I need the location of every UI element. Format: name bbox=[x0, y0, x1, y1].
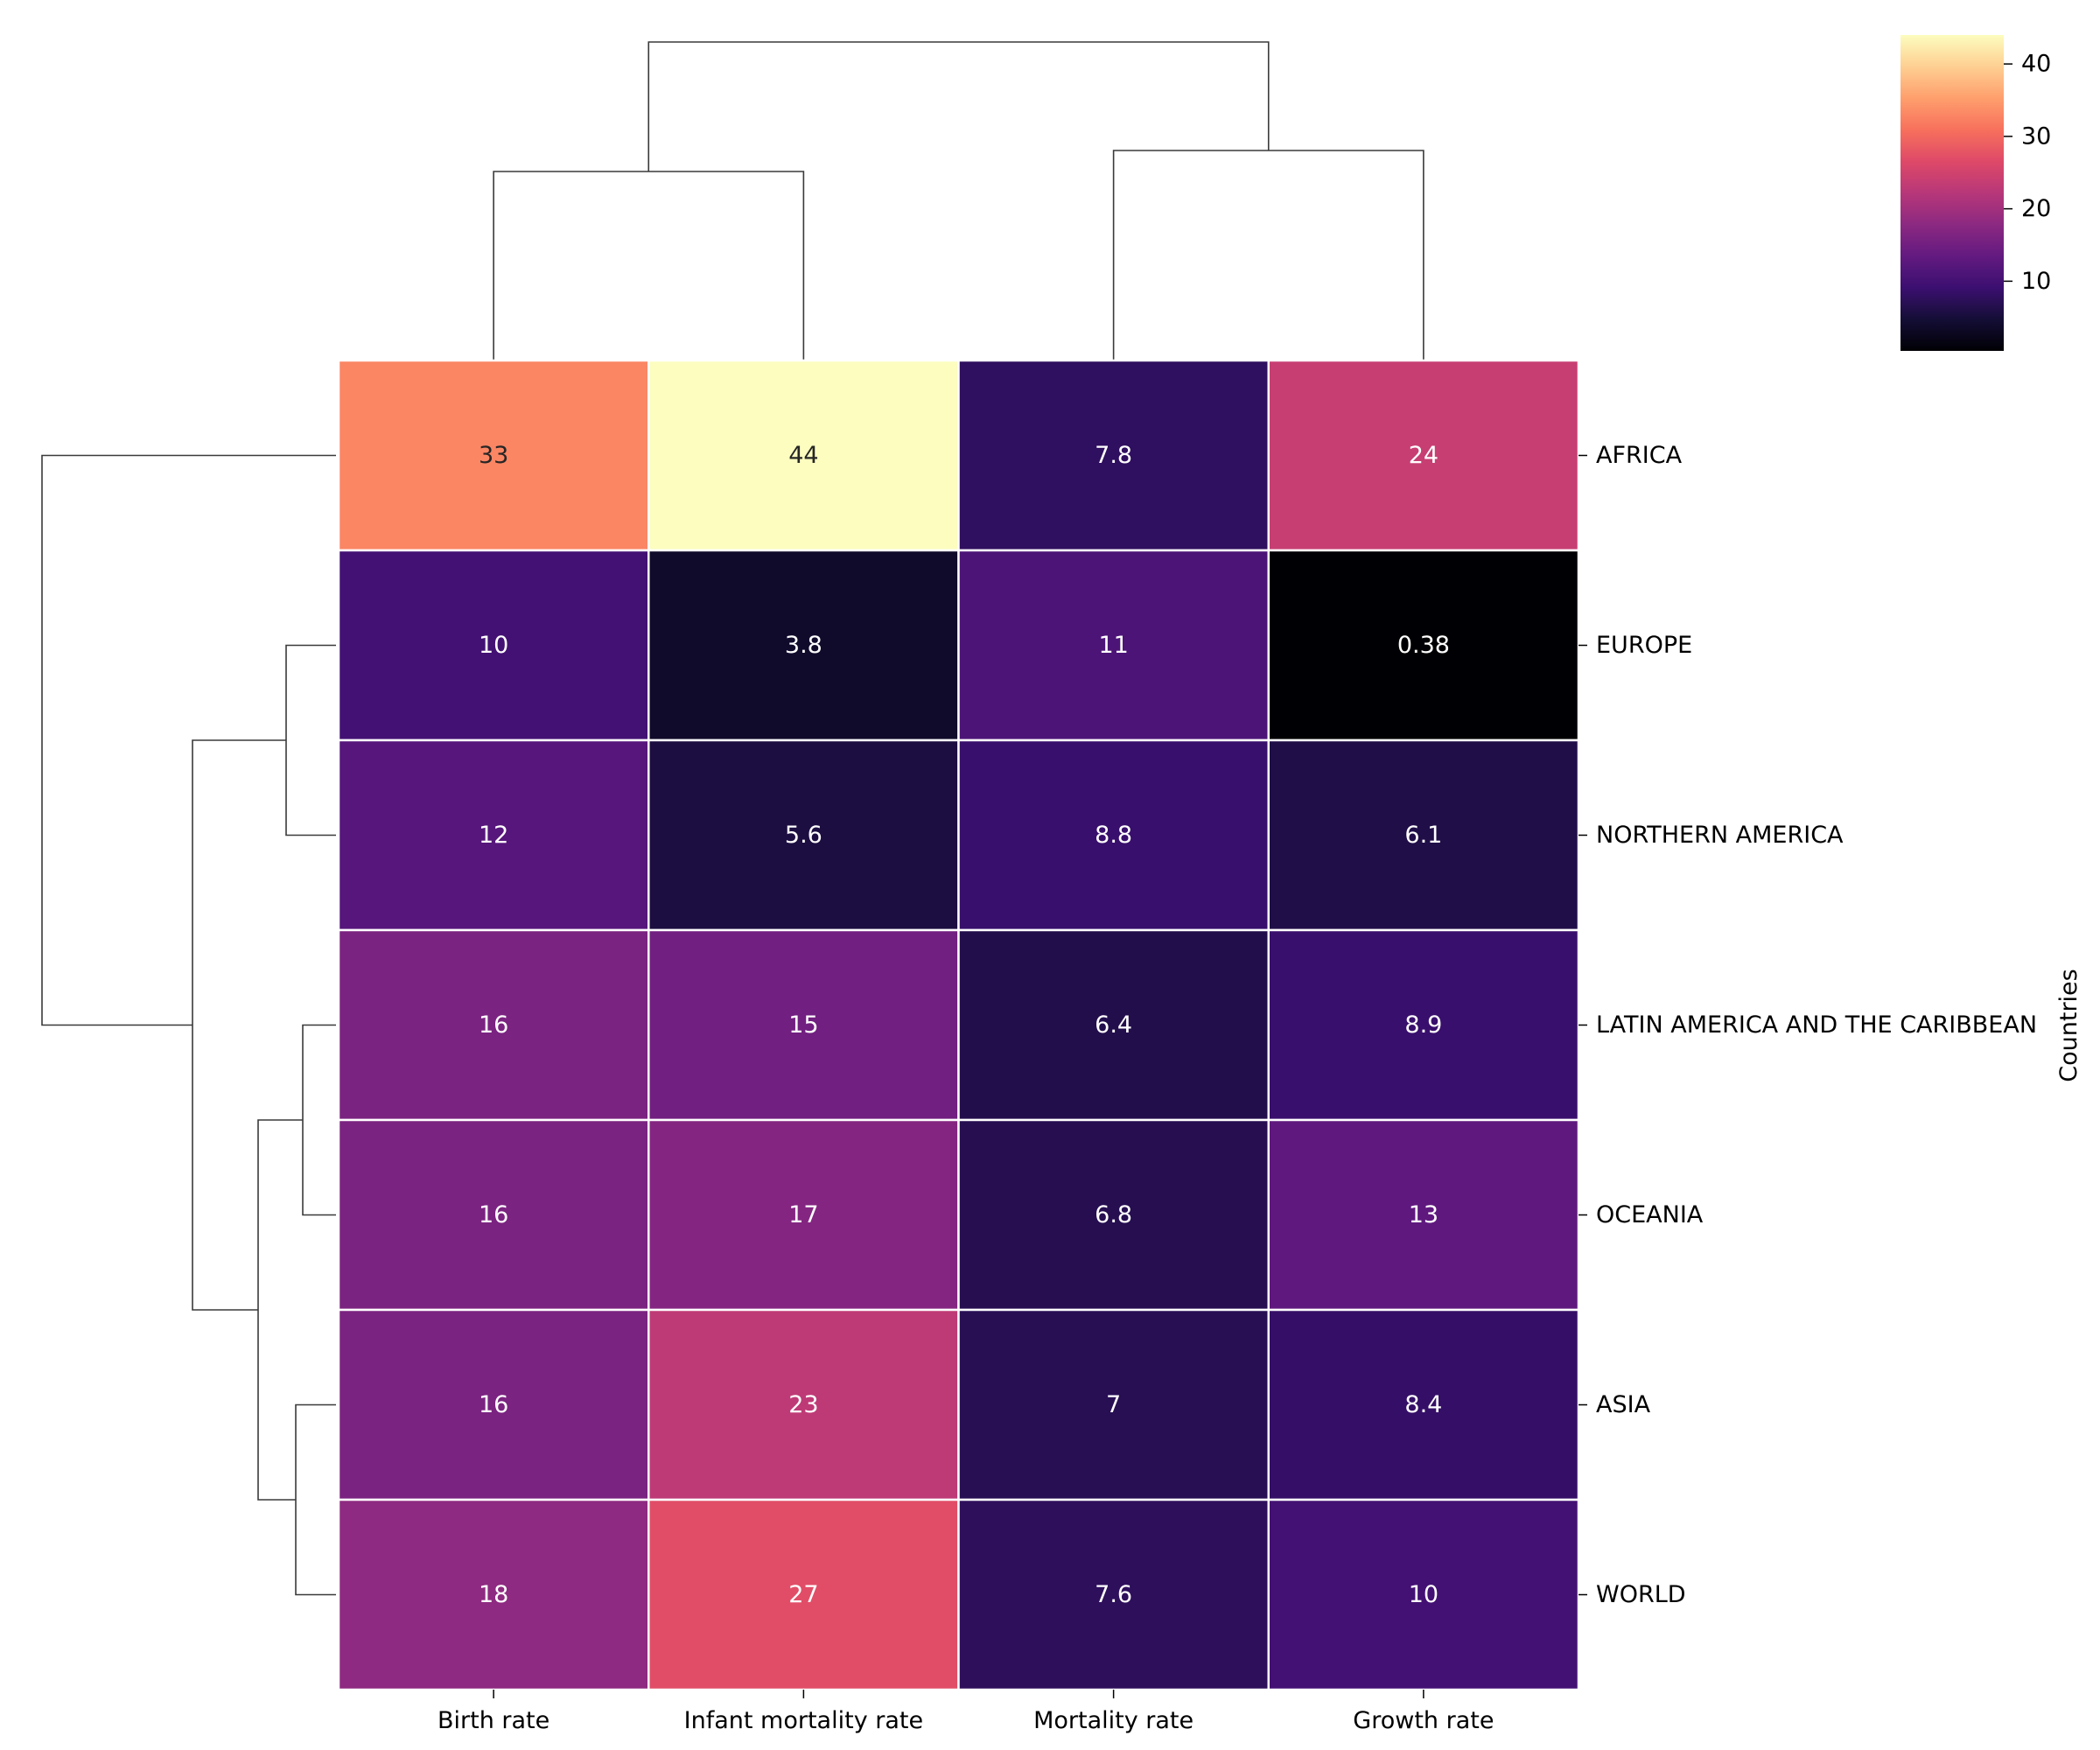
heatmap-cell-world-infant-mortality-rate bbox=[648, 1498, 960, 1691]
row-dendrogram-link bbox=[41, 454, 336, 1026]
colorbar-tick-label: 30 bbox=[2021, 122, 2051, 150]
y-axis-label: Countries bbox=[2055, 969, 2082, 1082]
cell-value-label: 10 bbox=[1409, 1581, 1438, 1608]
cell-value-label: 6.1 bbox=[1404, 822, 1442, 849]
heatmap-cell-world-mortality-rate bbox=[957, 1498, 1270, 1691]
column-dendrogram-link bbox=[493, 171, 805, 360]
x-tick-label-mortality-rate: Mortality rate bbox=[1033, 1707, 1194, 1734]
heatmap-cell-world-growth-rate bbox=[1267, 1498, 1580, 1691]
row-dendrogram-link bbox=[295, 1404, 336, 1596]
cell-value-label: 10 bbox=[479, 632, 508, 659]
column-dendrogram bbox=[493, 41, 1424, 360]
heatmap-cell-europe-growth-rate bbox=[1267, 549, 1580, 742]
column-dendrogram-link bbox=[1112, 150, 1424, 360]
y-tick-label-world: WORLD bbox=[1596, 1581, 1686, 1608]
heatmap-cell-latin-america-and-the-caribbean-infant-mortality-rate bbox=[648, 928, 960, 1122]
row-dendrogram-link bbox=[285, 644, 336, 836]
heatmap-grid: 33 44 7.8 24 10 3.8 11 0.38 12 5.6 8.8 6.1 16 15 6.4 8.… bbox=[337, 359, 1580, 1691]
column-dendrogram-link bbox=[648, 41, 1270, 172]
y-tick-label-latin-america-and-the-caribbean: LATIN AMERICA AND THE CARIBBEAN bbox=[1596, 1012, 2037, 1039]
heatmap-cell-northern-america-growth-rate bbox=[1267, 738, 1580, 932]
cell-value-label: 24 bbox=[1409, 442, 1438, 469]
cell-value-label: 6.4 bbox=[1095, 1012, 1132, 1039]
cell-value-label: 8.9 bbox=[1404, 1012, 1442, 1039]
x-tick-label-birth-rate: Birth rate bbox=[438, 1707, 550, 1734]
colorbar-tick-label: 40 bbox=[2021, 51, 2051, 78]
row-dendrogram bbox=[41, 454, 336, 1596]
cell-value-label: 44 bbox=[788, 442, 818, 469]
cell-value-label: 16 bbox=[479, 1201, 508, 1228]
heatmap-cell-northern-america-birth-rate bbox=[337, 738, 650, 932]
x-axis-ticks: Birth rate Infant mortality rate Mortality… bbox=[438, 1690, 1494, 1734]
cell-value-label: 27 bbox=[788, 1581, 818, 1608]
cell-value-label: 16 bbox=[479, 1391, 508, 1418]
x-tick-label-growth-rate: Growth rate bbox=[1353, 1707, 1494, 1734]
cell-value-label: 8.4 bbox=[1404, 1391, 1442, 1418]
heatmap-cell-world-birth-rate bbox=[337, 1498, 650, 1691]
cell-value-label: 3.8 bbox=[785, 632, 822, 659]
heatmap-cell-africa-infant-mortality-rate bbox=[648, 359, 960, 552]
x-tick-label-infant-mortality-rate: Infant mortality rate bbox=[684, 1707, 923, 1734]
heatmap-cell-oceania-mortality-rate bbox=[957, 1118, 1270, 1312]
cell-value-label: 0.38 bbox=[1397, 632, 1450, 659]
heatmap-cell-asia-infant-mortality-rate bbox=[648, 1308, 960, 1502]
y-tick-label-africa: AFRICA bbox=[1596, 442, 1683, 469]
cell-value-label: 18 bbox=[479, 1581, 508, 1608]
cell-value-label: 5.6 bbox=[785, 822, 822, 849]
heatmap-cell-northern-america-mortality-rate bbox=[957, 738, 1270, 932]
cell-value-label: 11 bbox=[1098, 632, 1128, 659]
colorbar-tick-label: 20 bbox=[2021, 195, 2051, 222]
cell-value-label: 6.8 bbox=[1095, 1201, 1132, 1228]
heatmap-cell-europe-infant-mortality-rate bbox=[648, 549, 960, 742]
colorbar-tick-label: 10 bbox=[2021, 268, 2051, 295]
cell-value-label: 13 bbox=[1409, 1201, 1438, 1228]
heatmap-cell-asia-growth-rate bbox=[1267, 1308, 1580, 1502]
y-tick-label-asia: ASIA bbox=[1596, 1391, 1651, 1418]
colorbar: 10 20 30 40 bbox=[1900, 35, 2051, 351]
cell-value-label: 15 bbox=[788, 1012, 818, 1039]
y-tick-label-oceania: OCEANIA bbox=[1596, 1201, 1704, 1228]
heatmap-cell-latin-america-and-the-caribbean-birth-rate bbox=[337, 928, 650, 1122]
heatmap-cell-northern-america-infant-mortality-rate bbox=[648, 738, 960, 932]
y-tick-label-northern-america: NORTHERN AMERICA bbox=[1596, 822, 1844, 849]
y-tick-label-europe: EUROPE bbox=[1596, 632, 1692, 659]
heatmap-cell-asia-birth-rate bbox=[337, 1308, 650, 1502]
cell-value-label: 23 bbox=[788, 1391, 818, 1418]
heatmap-cell-oceania-infant-mortality-rate bbox=[648, 1118, 960, 1312]
cell-value-label: 33 bbox=[479, 442, 508, 469]
cell-value-label: 7.6 bbox=[1095, 1581, 1132, 1608]
cell-value-label: 16 bbox=[479, 1012, 508, 1039]
colorbar-gradient bbox=[1900, 35, 2004, 351]
cell-value-label: 7.8 bbox=[1095, 442, 1132, 469]
heatmap-cell-asia-mortality-rate bbox=[957, 1308, 1270, 1502]
cell-value-label: 7 bbox=[1106, 1391, 1121, 1418]
heatmap-cell-latin-america-and-the-caribbean-mortality-rate bbox=[957, 928, 1270, 1122]
row-dendrogram-link bbox=[192, 739, 286, 1311]
cell-value-label: 8.8 bbox=[1095, 822, 1132, 849]
cell-value-label: 17 bbox=[788, 1201, 818, 1228]
y-axis-ticks: AFRICA EUROPE NORTHERN AMERICA LATIN AMERIC… bbox=[1578, 442, 2037, 1608]
row-dendrogram-link bbox=[302, 1024, 336, 1216]
cell-value-label: 12 bbox=[479, 822, 508, 849]
